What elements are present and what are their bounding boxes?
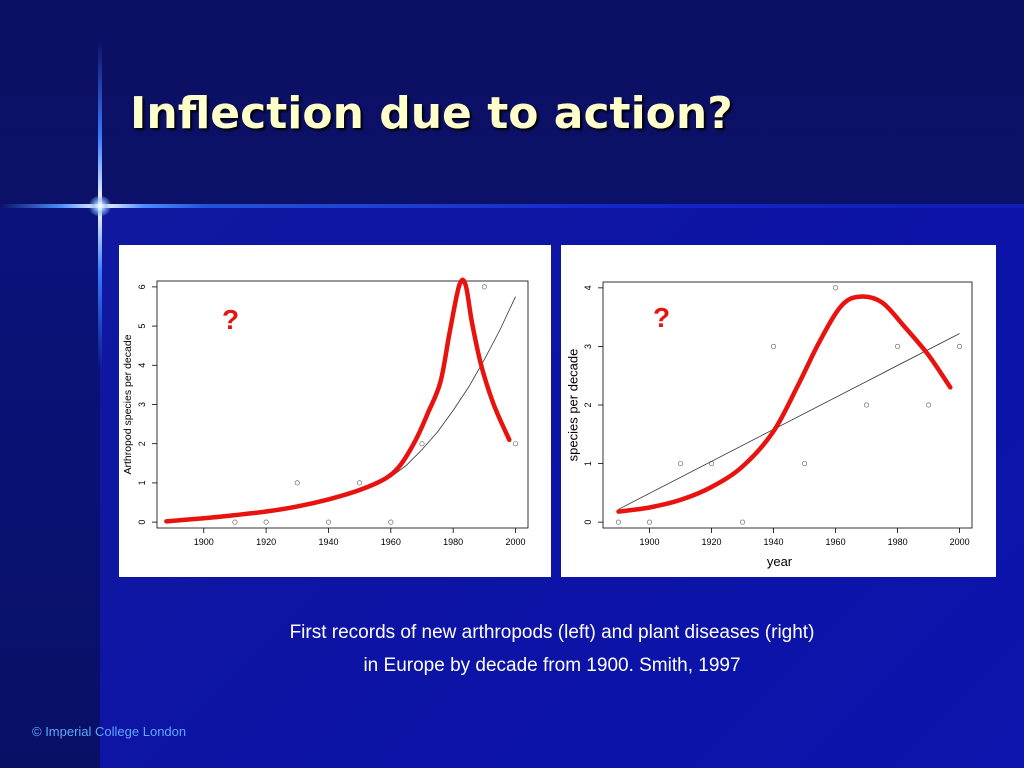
plant-diseases-chart-panel: 1900 1920 1940 1960 1980 2000 0 1 2 3 4 species per… (561, 245, 996, 577)
y-tick-label: 3 (137, 402, 147, 407)
x-tick-label: 1920 (256, 537, 276, 547)
x-tick-label: 1940 (318, 537, 338, 547)
header-background (0, 0, 1024, 208)
data-point (481, 284, 487, 290)
y-tick-label: 4 (137, 363, 147, 368)
data-point (802, 461, 808, 467)
y-tick-label: 2 (137, 441, 147, 446)
y-tick-label: 1 (583, 461, 593, 466)
x-tick-label: 1980 (888, 537, 908, 547)
y-tick-label: 3 (583, 344, 593, 349)
x-tick-label: 1940 (764, 537, 784, 547)
x-tick-label: 2000 (506, 537, 526, 547)
data-point (419, 441, 425, 447)
fitted-trend-line (390, 296, 516, 478)
data-point (647, 519, 653, 525)
data-point (678, 461, 684, 467)
copyright-footer: © Imperial College London (32, 724, 187, 739)
x-tick-label: 1960 (826, 537, 846, 547)
y-tick-label: 5 (137, 324, 147, 329)
arthropods-chart-panel: 1900 1920 1940 1960 1980 2000 0 1 2 3 4 5 6 Arthropod… (119, 245, 551, 577)
y-axis-label: species per decade (565, 349, 580, 462)
red-hand-drawn-curve (616, 294, 953, 514)
x-tick-label: 1900 (639, 537, 659, 547)
caption-line-2: in Europe by decade from 1900. Smith, 19… (363, 655, 741, 676)
y-tick-label: 6 (137, 284, 147, 289)
slide-title: Inflection due to action? (130, 88, 733, 139)
data-point (294, 480, 300, 486)
x-tick-label: 1980 (443, 537, 463, 547)
data-point (325, 519, 331, 525)
data-point (263, 519, 269, 525)
data-point (740, 519, 746, 525)
data-point (895, 343, 901, 349)
data-point (833, 285, 839, 291)
x-tick-label: 1900 (194, 537, 214, 547)
y-tick-label: 2 (583, 402, 593, 407)
question-mark-annotation: ? (222, 304, 239, 335)
y-tick-label: 0 (583, 520, 593, 525)
data-point (388, 519, 394, 525)
y-tick-label: 4 (583, 285, 593, 290)
red-hand-drawn-curve (164, 277, 512, 524)
left-band (0, 208, 100, 768)
x-tick-label: 1960 (381, 537, 401, 547)
data-point (616, 519, 622, 525)
data-point (771, 343, 777, 349)
plant-diseases-chart: 1900 1920 1940 1960 1980 2000 0 1 2 3 4 species per… (565, 281, 973, 569)
fitted-trend-line (618, 333, 960, 510)
light-flare-center (88, 196, 112, 216)
x-axis-label: year (767, 554, 793, 569)
data-point (357, 480, 363, 486)
question-mark-annotation: ? (653, 302, 670, 333)
arthropods-chart: 1900 1920 1940 1960 1980 2000 0 1 2 3 4 5 6 Arthropod… (122, 277, 529, 547)
x-tick-label: 1920 (702, 537, 722, 547)
y-tick-label: 1 (137, 480, 147, 485)
data-point (957, 343, 963, 349)
data-point (513, 441, 519, 447)
data-point (926, 402, 932, 408)
caption-line-1: First records of new arthropods (left) a… (289, 622, 815, 643)
x-tick-label: 2000 (950, 537, 970, 547)
y-axis-label: Arthropod species per decade (122, 334, 134, 474)
y-tick-label: 0 (137, 520, 147, 525)
horizontal-light-flare (0, 204, 1024, 208)
data-point (232, 519, 238, 525)
data-point (864, 402, 870, 408)
